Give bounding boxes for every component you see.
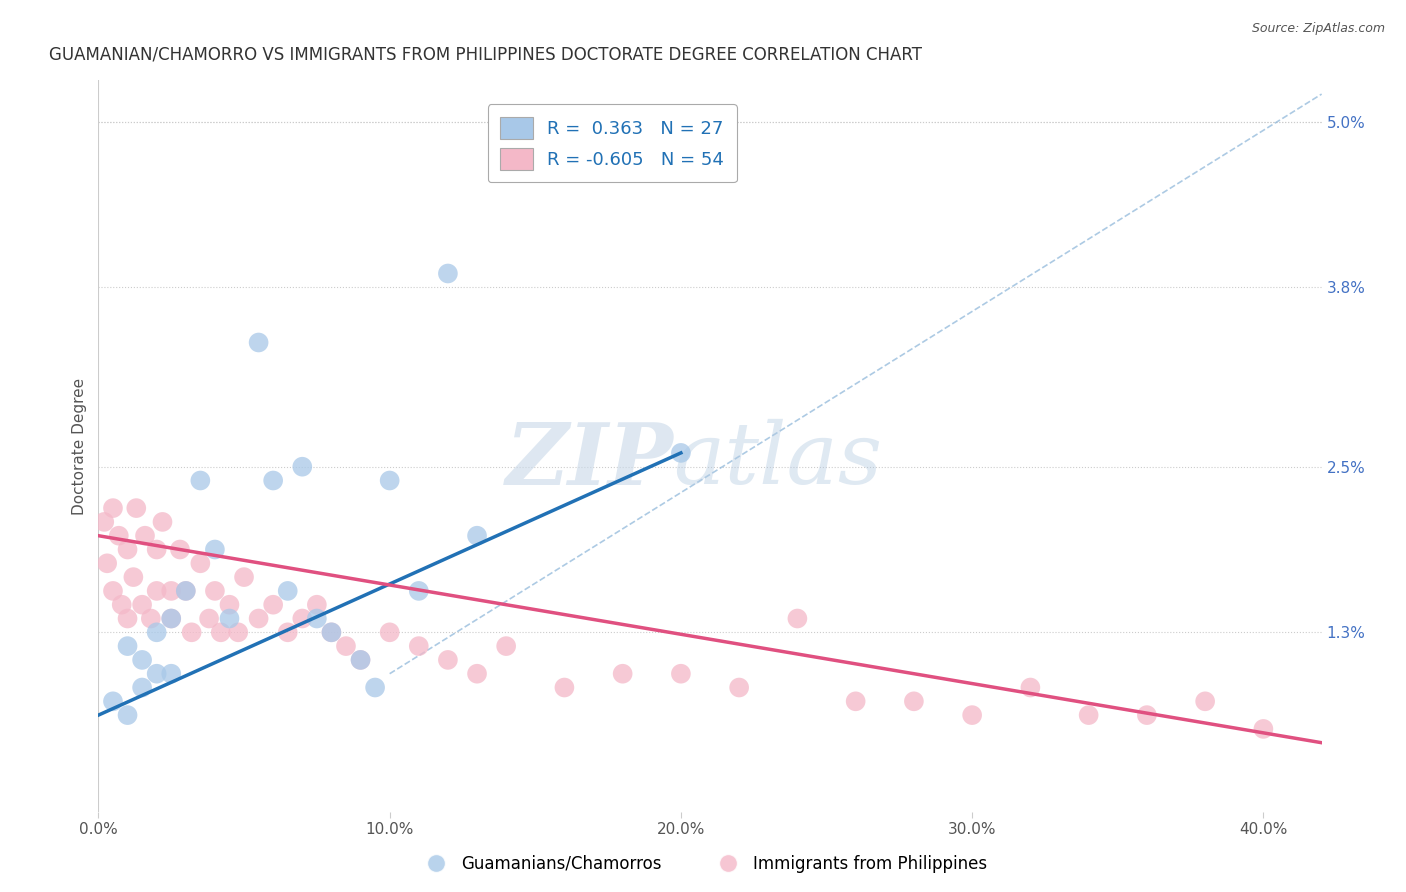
- Point: [117, 611, 139, 625]
- Point: [437, 267, 460, 281]
- Point: [131, 681, 153, 695]
- Point: [233, 570, 256, 584]
- Point: [145, 583, 167, 598]
- Point: [125, 501, 148, 516]
- Point: [247, 335, 270, 350]
- Point: [169, 542, 191, 557]
- Point: [247, 611, 270, 625]
- Legend: R =  0.363   N = 27, R = -0.605   N = 54: R = 0.363 N = 27, R = -0.605 N = 54: [488, 104, 737, 182]
- Point: [465, 666, 488, 681]
- Point: [408, 639, 430, 653]
- Point: [612, 666, 634, 681]
- Point: [1136, 708, 1159, 723]
- Point: [321, 625, 343, 640]
- Point: [174, 583, 197, 598]
- Point: [1077, 708, 1099, 723]
- Point: [728, 681, 751, 695]
- Point: [364, 681, 387, 695]
- Point: [903, 694, 925, 708]
- Point: [291, 459, 314, 474]
- Point: [465, 529, 488, 543]
- Point: [204, 583, 226, 598]
- Point: [139, 611, 162, 625]
- Point: [277, 583, 299, 598]
- Point: [335, 639, 357, 653]
- Point: [262, 598, 284, 612]
- Point: [198, 611, 221, 625]
- Point: [1194, 694, 1216, 708]
- Point: [669, 666, 692, 681]
- Point: [101, 501, 124, 516]
- Point: [226, 625, 249, 640]
- Point: [117, 639, 139, 653]
- Point: [145, 666, 167, 681]
- Point: [349, 653, 371, 667]
- Point: [111, 598, 134, 612]
- Point: [101, 583, 124, 598]
- Point: [160, 611, 183, 625]
- Point: [262, 474, 284, 488]
- Point: [1019, 681, 1042, 695]
- Point: [174, 583, 197, 598]
- Point: [101, 694, 124, 708]
- Point: [845, 694, 868, 708]
- Y-axis label: Doctorate Degree: Doctorate Degree: [72, 377, 87, 515]
- Point: [145, 625, 167, 640]
- Point: [495, 639, 517, 653]
- Point: [160, 583, 183, 598]
- Point: [960, 708, 983, 723]
- Point: [188, 474, 212, 488]
- Point: [524, 142, 547, 156]
- Point: [291, 611, 314, 625]
- Point: [160, 611, 183, 625]
- Text: ZIP: ZIP: [506, 419, 673, 502]
- Point: [117, 542, 139, 557]
- Point: [209, 625, 232, 640]
- Point: [218, 598, 240, 612]
- Point: [160, 666, 183, 681]
- Text: Source: ZipAtlas.com: Source: ZipAtlas.com: [1251, 22, 1385, 36]
- Point: [321, 625, 343, 640]
- Point: [1253, 722, 1275, 736]
- Point: [669, 446, 692, 460]
- Point: [378, 474, 401, 488]
- Point: [204, 542, 226, 557]
- Point: [152, 515, 174, 529]
- Point: [786, 611, 808, 625]
- Point: [188, 557, 212, 571]
- Point: [305, 611, 328, 625]
- Point: [131, 653, 153, 667]
- Point: [218, 611, 240, 625]
- Legend: Guamanians/Chamorros, Immigrants from Philippines: Guamanians/Chamorros, Immigrants from Ph…: [412, 848, 994, 880]
- Point: [108, 529, 131, 543]
- Point: [131, 598, 153, 612]
- Point: [305, 598, 328, 612]
- Point: [145, 542, 167, 557]
- Point: [349, 653, 371, 667]
- Point: [378, 625, 401, 640]
- Point: [93, 515, 115, 529]
- Text: atlas: atlas: [673, 419, 883, 502]
- Point: [117, 708, 139, 723]
- Point: [437, 653, 460, 667]
- Text: GUAMANIAN/CHAMORRO VS IMMIGRANTS FROM PHILIPPINES DOCTORATE DEGREE CORRELATION C: GUAMANIAN/CHAMORRO VS IMMIGRANTS FROM PH…: [49, 45, 922, 63]
- Point: [96, 557, 118, 571]
- Point: [134, 529, 156, 543]
- Point: [408, 583, 430, 598]
- Point: [277, 625, 299, 640]
- Point: [180, 625, 202, 640]
- Point: [122, 570, 145, 584]
- Point: [553, 681, 575, 695]
